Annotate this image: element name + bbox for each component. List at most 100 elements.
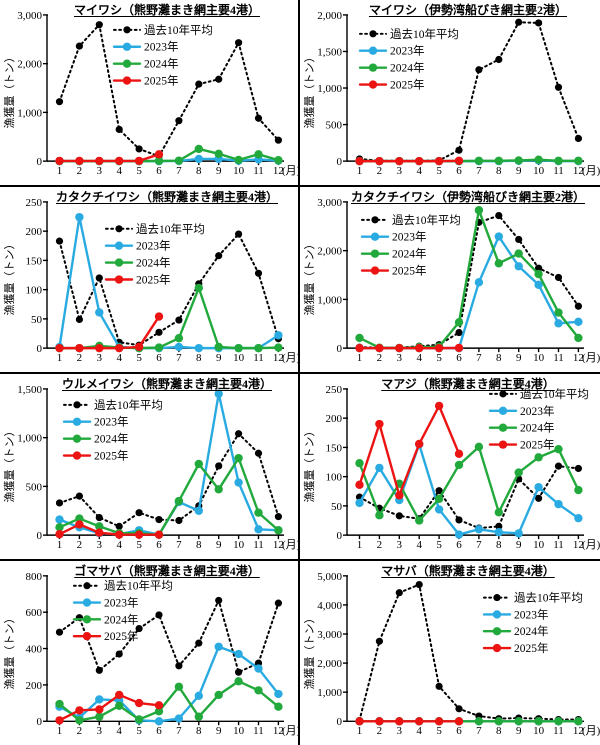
svg-text:500: 500 bbox=[326, 120, 343, 132]
chart-title: マイワシ（熊野灘まき網主要4港） bbox=[73, 3, 260, 17]
svg-text:4: 4 bbox=[416, 165, 422, 177]
svg-text:8: 8 bbox=[496, 165, 502, 177]
svg-text:2025年: 2025年 bbox=[392, 264, 426, 278]
svg-text:過去10年平均: 過去10年平均 bbox=[520, 387, 589, 401]
svg-text:11: 11 bbox=[553, 539, 564, 551]
svg-text:7: 7 bbox=[476, 352, 482, 364]
svg-text:5: 5 bbox=[136, 165, 142, 177]
svg-text:3: 3 bbox=[97, 352, 103, 364]
svg-text:2,000: 2,000 bbox=[317, 10, 342, 22]
svg-text:1: 1 bbox=[57, 725, 62, 737]
svg-text:過去10年平均: 過去10年平均 bbox=[392, 213, 461, 227]
svg-text:4: 4 bbox=[116, 725, 122, 737]
svg-text:12: 12 bbox=[573, 539, 584, 551]
svg-text:2025年: 2025年 bbox=[136, 273, 170, 287]
svg-text:2: 2 bbox=[77, 539, 82, 551]
chart-title: マアジ（熊野灘まき網主要4港） bbox=[381, 377, 555, 391]
svg-text:6: 6 bbox=[156, 352, 162, 364]
svg-text:2: 2 bbox=[377, 352, 382, 364]
svg-text:9: 9 bbox=[516, 165, 522, 177]
svg-text:8: 8 bbox=[196, 725, 202, 737]
svg-text:50: 50 bbox=[331, 501, 343, 513]
chart-panel-gomasaba-kumano: ゴマサバ（熊野灘まき網主要4港） 漁獲量（トン） 0 200 400 600 800 1 2… bbox=[0, 561, 300, 745]
svg-text:(月): (月) bbox=[582, 539, 600, 551]
svg-text:12: 12 bbox=[273, 352, 284, 364]
chart-panel-maiwashi-kumano: マイワシ（熊野灘まき網主要4港） 漁獲量（トン） 0 1,000 2,000 3,00… bbox=[0, 0, 300, 187]
svg-text:1,000: 1,000 bbox=[317, 687, 342, 699]
svg-text:2024年: 2024年 bbox=[392, 247, 426, 261]
svg-text:5: 5 bbox=[136, 352, 142, 364]
svg-text:500: 500 bbox=[26, 481, 43, 493]
svg-text:8: 8 bbox=[496, 539, 502, 551]
svg-text:0: 0 bbox=[337, 343, 343, 355]
svg-text:6: 6 bbox=[456, 725, 462, 737]
svg-text:5: 5 bbox=[436, 539, 442, 551]
svg-text:1,000: 1,000 bbox=[17, 107, 42, 119]
svg-text:3: 3 bbox=[397, 352, 403, 364]
chart-title: マイワシ（伊勢湾船びき網主要2港） bbox=[368, 3, 567, 17]
chart-panel-katakuchi-kumano: カタクチイワシ（熊野灘まき網主要4港） 漁獲量（トン） 0 50 100 150 200… bbox=[0, 187, 300, 374]
svg-text:200: 200 bbox=[26, 680, 43, 692]
svg-text:過去10年平均: 過去10年平均 bbox=[390, 27, 459, 41]
svg-text:2023年: 2023年 bbox=[136, 239, 170, 253]
svg-text:200: 200 bbox=[26, 226, 43, 238]
svg-text:1: 1 bbox=[357, 539, 362, 551]
svg-text:6: 6 bbox=[156, 165, 162, 177]
svg-text:過去10年平均: 過去10年平均 bbox=[514, 591, 583, 605]
svg-text:1,500: 1,500 bbox=[17, 384, 42, 396]
y-axis-label: 漁獲量（トン） bbox=[4, 612, 16, 690]
svg-text:8: 8 bbox=[196, 539, 202, 551]
svg-text:9: 9 bbox=[516, 352, 522, 364]
svg-text:2: 2 bbox=[377, 165, 382, 177]
y-axis-label: 漁獲量（トン） bbox=[304, 238, 316, 316]
svg-text:6: 6 bbox=[456, 165, 462, 177]
svg-text:5: 5 bbox=[136, 539, 142, 551]
svg-text:800: 800 bbox=[26, 571, 43, 583]
svg-text:4,000: 4,000 bbox=[317, 600, 342, 612]
svg-text:6: 6 bbox=[456, 352, 462, 364]
chart-panel-katakuchi-isewan: カタクチイワシ（伊勢湾船びき網主要2港） 漁獲量（トン） 0 1,000 2,000… bbox=[300, 187, 600, 374]
svg-text:5: 5 bbox=[136, 725, 142, 737]
svg-text:11: 11 bbox=[253, 165, 264, 177]
svg-text:4: 4 bbox=[116, 165, 122, 177]
svg-text:0: 0 bbox=[337, 716, 343, 728]
svg-text:11: 11 bbox=[253, 725, 264, 737]
svg-text:12: 12 bbox=[273, 165, 284, 177]
svg-text:(月): (月) bbox=[582, 165, 600, 177]
svg-text:10: 10 bbox=[233, 165, 245, 177]
svg-text:7: 7 bbox=[176, 352, 182, 364]
svg-text:2: 2 bbox=[77, 165, 82, 177]
svg-text:12: 12 bbox=[273, 725, 284, 737]
svg-text:2023年: 2023年 bbox=[390, 44, 424, 58]
svg-text:1: 1 bbox=[357, 725, 362, 737]
svg-text:2024年: 2024年 bbox=[104, 612, 138, 626]
svg-text:2024年: 2024年 bbox=[144, 57, 178, 71]
y-axis-label: 漁獲量（トン） bbox=[304, 51, 316, 129]
svg-text:4: 4 bbox=[416, 539, 422, 551]
svg-text:11: 11 bbox=[253, 352, 264, 364]
y-axis-label: 漁獲量（トン） bbox=[304, 612, 316, 690]
svg-text:8: 8 bbox=[196, 165, 202, 177]
chart-panel-maaji-kumano: マアジ（熊野灘まき網主要4港） 漁獲量（トン） 0 50 100 150 200 250 1… bbox=[300, 374, 600, 561]
svg-text:2025年: 2025年 bbox=[390, 78, 424, 92]
svg-text:0: 0 bbox=[37, 716, 43, 728]
svg-text:5,000: 5,000 bbox=[317, 571, 342, 583]
svg-text:0: 0 bbox=[37, 343, 43, 355]
y-axis-label: 漁獲量（トン） bbox=[4, 425, 16, 503]
svg-text:2023年: 2023年 bbox=[144, 40, 178, 54]
svg-text:1,000: 1,000 bbox=[17, 433, 42, 445]
svg-text:0: 0 bbox=[337, 530, 343, 542]
svg-text:5: 5 bbox=[436, 352, 442, 364]
chart-panel-masaba-kumano: マサバ（熊野灘まき網主要4港） 漁獲量（トン） 0 1,000 2,000 3,000… bbox=[300, 561, 600, 745]
svg-text:0: 0 bbox=[337, 156, 343, 168]
svg-text:200: 200 bbox=[326, 413, 343, 425]
chart-title: マサバ（熊野灘まき網主要4港） bbox=[381, 564, 555, 578]
svg-text:2025年: 2025年 bbox=[104, 629, 138, 643]
svg-text:0: 0 bbox=[37, 156, 43, 168]
svg-text:1: 1 bbox=[57, 539, 62, 551]
svg-text:10: 10 bbox=[533, 725, 545, 737]
